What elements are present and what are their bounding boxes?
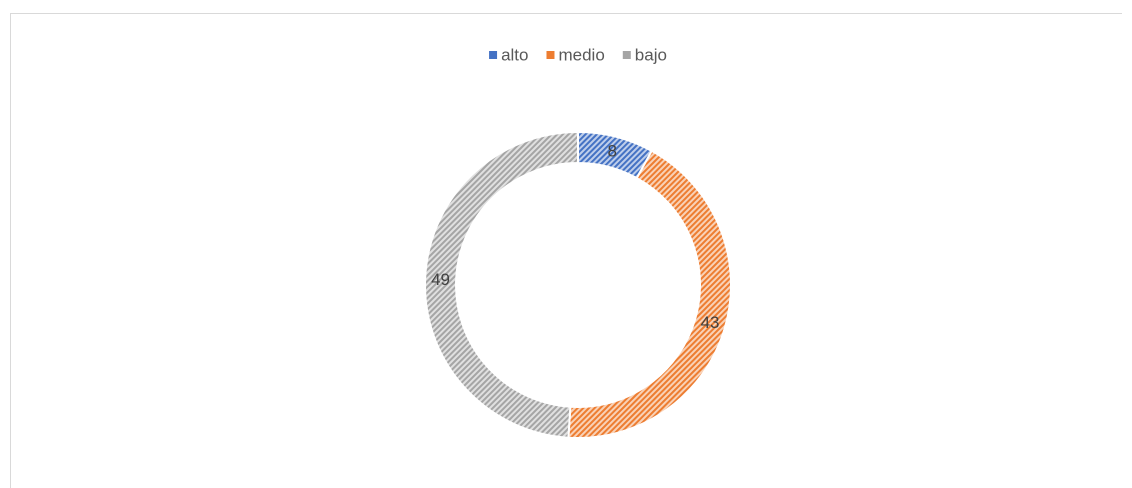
data-label: 43 [701,313,720,332]
chart-frame [10,13,1122,488]
legend-item: medio [546,45,605,64]
data-label: 49 [431,270,450,289]
legend-item: bajo [622,45,667,64]
legend-marker [546,51,555,59]
legend-label: alto [501,45,528,64]
legend-label: bajo [635,45,667,64]
legend-marker [622,51,631,59]
slices: 8 43 49 [424,130,732,439]
legend: alto medio bajo [489,45,667,64]
donut-slice [567,149,732,439]
legend-label: medio [558,45,604,64]
data-label: 8 [607,141,616,160]
donut-slice [424,130,579,439]
legend-marker [489,51,498,59]
legend-item: alto [489,45,528,64]
